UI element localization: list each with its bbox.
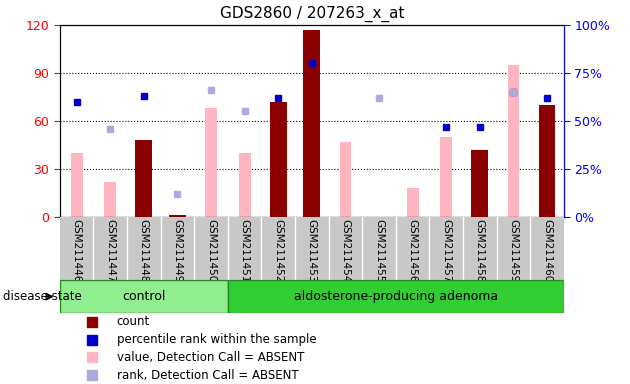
Bar xyxy=(261,25,295,217)
Text: GSM211460: GSM211460 xyxy=(542,219,552,282)
Text: GSM211450: GSM211450 xyxy=(206,219,216,282)
Bar xyxy=(60,25,93,217)
Text: GSM211454: GSM211454 xyxy=(340,219,350,282)
Text: GSM211457: GSM211457 xyxy=(441,219,451,282)
Bar xyxy=(71,153,83,217)
Bar xyxy=(135,140,152,217)
Bar xyxy=(194,25,228,217)
Bar xyxy=(329,25,362,217)
Text: GSM211453: GSM211453 xyxy=(307,219,317,282)
Bar xyxy=(127,25,161,217)
Bar xyxy=(228,280,564,313)
Bar xyxy=(463,25,496,217)
Bar xyxy=(440,137,452,217)
Text: aldosterone-producing adenoma: aldosterone-producing adenoma xyxy=(294,290,498,303)
Bar xyxy=(161,25,194,217)
Text: GSM211446: GSM211446 xyxy=(72,219,82,282)
Text: GSM211451: GSM211451 xyxy=(239,219,249,282)
Text: GSM211458: GSM211458 xyxy=(475,219,485,282)
Bar xyxy=(60,280,228,313)
Text: percentile rank within the sample: percentile rank within the sample xyxy=(117,333,316,346)
Title: GDS2860 / 207263_x_at: GDS2860 / 207263_x_at xyxy=(220,6,404,22)
Bar xyxy=(304,30,320,217)
Text: control: control xyxy=(122,290,166,303)
Bar xyxy=(496,25,530,217)
Bar xyxy=(407,188,418,217)
Bar xyxy=(340,142,352,217)
Bar xyxy=(530,25,564,217)
Bar xyxy=(239,153,251,217)
Text: GSM211459: GSM211459 xyxy=(508,219,518,282)
Bar xyxy=(105,182,116,217)
Bar xyxy=(169,215,186,217)
Text: value, Detection Call = ABSENT: value, Detection Call = ABSENT xyxy=(117,351,304,364)
Bar xyxy=(471,150,488,217)
Text: disease state: disease state xyxy=(3,290,82,303)
Text: GSM211448: GSM211448 xyxy=(139,219,149,282)
Bar xyxy=(396,25,430,217)
Bar xyxy=(508,65,519,217)
Bar xyxy=(539,105,556,217)
Text: GSM211449: GSM211449 xyxy=(173,219,183,282)
Bar xyxy=(270,102,287,217)
Text: rank, Detection Call = ABSENT: rank, Detection Call = ABSENT xyxy=(117,369,298,382)
Text: count: count xyxy=(117,315,150,328)
Text: GSM211447: GSM211447 xyxy=(105,219,115,282)
Bar xyxy=(205,108,217,217)
Bar xyxy=(430,25,463,217)
Text: GSM211456: GSM211456 xyxy=(408,219,418,282)
Text: GSM211455: GSM211455 xyxy=(374,219,384,282)
Bar xyxy=(362,25,396,217)
Bar xyxy=(295,25,329,217)
Text: GSM211452: GSM211452 xyxy=(273,219,284,282)
Bar xyxy=(228,25,261,217)
Bar xyxy=(93,25,127,217)
